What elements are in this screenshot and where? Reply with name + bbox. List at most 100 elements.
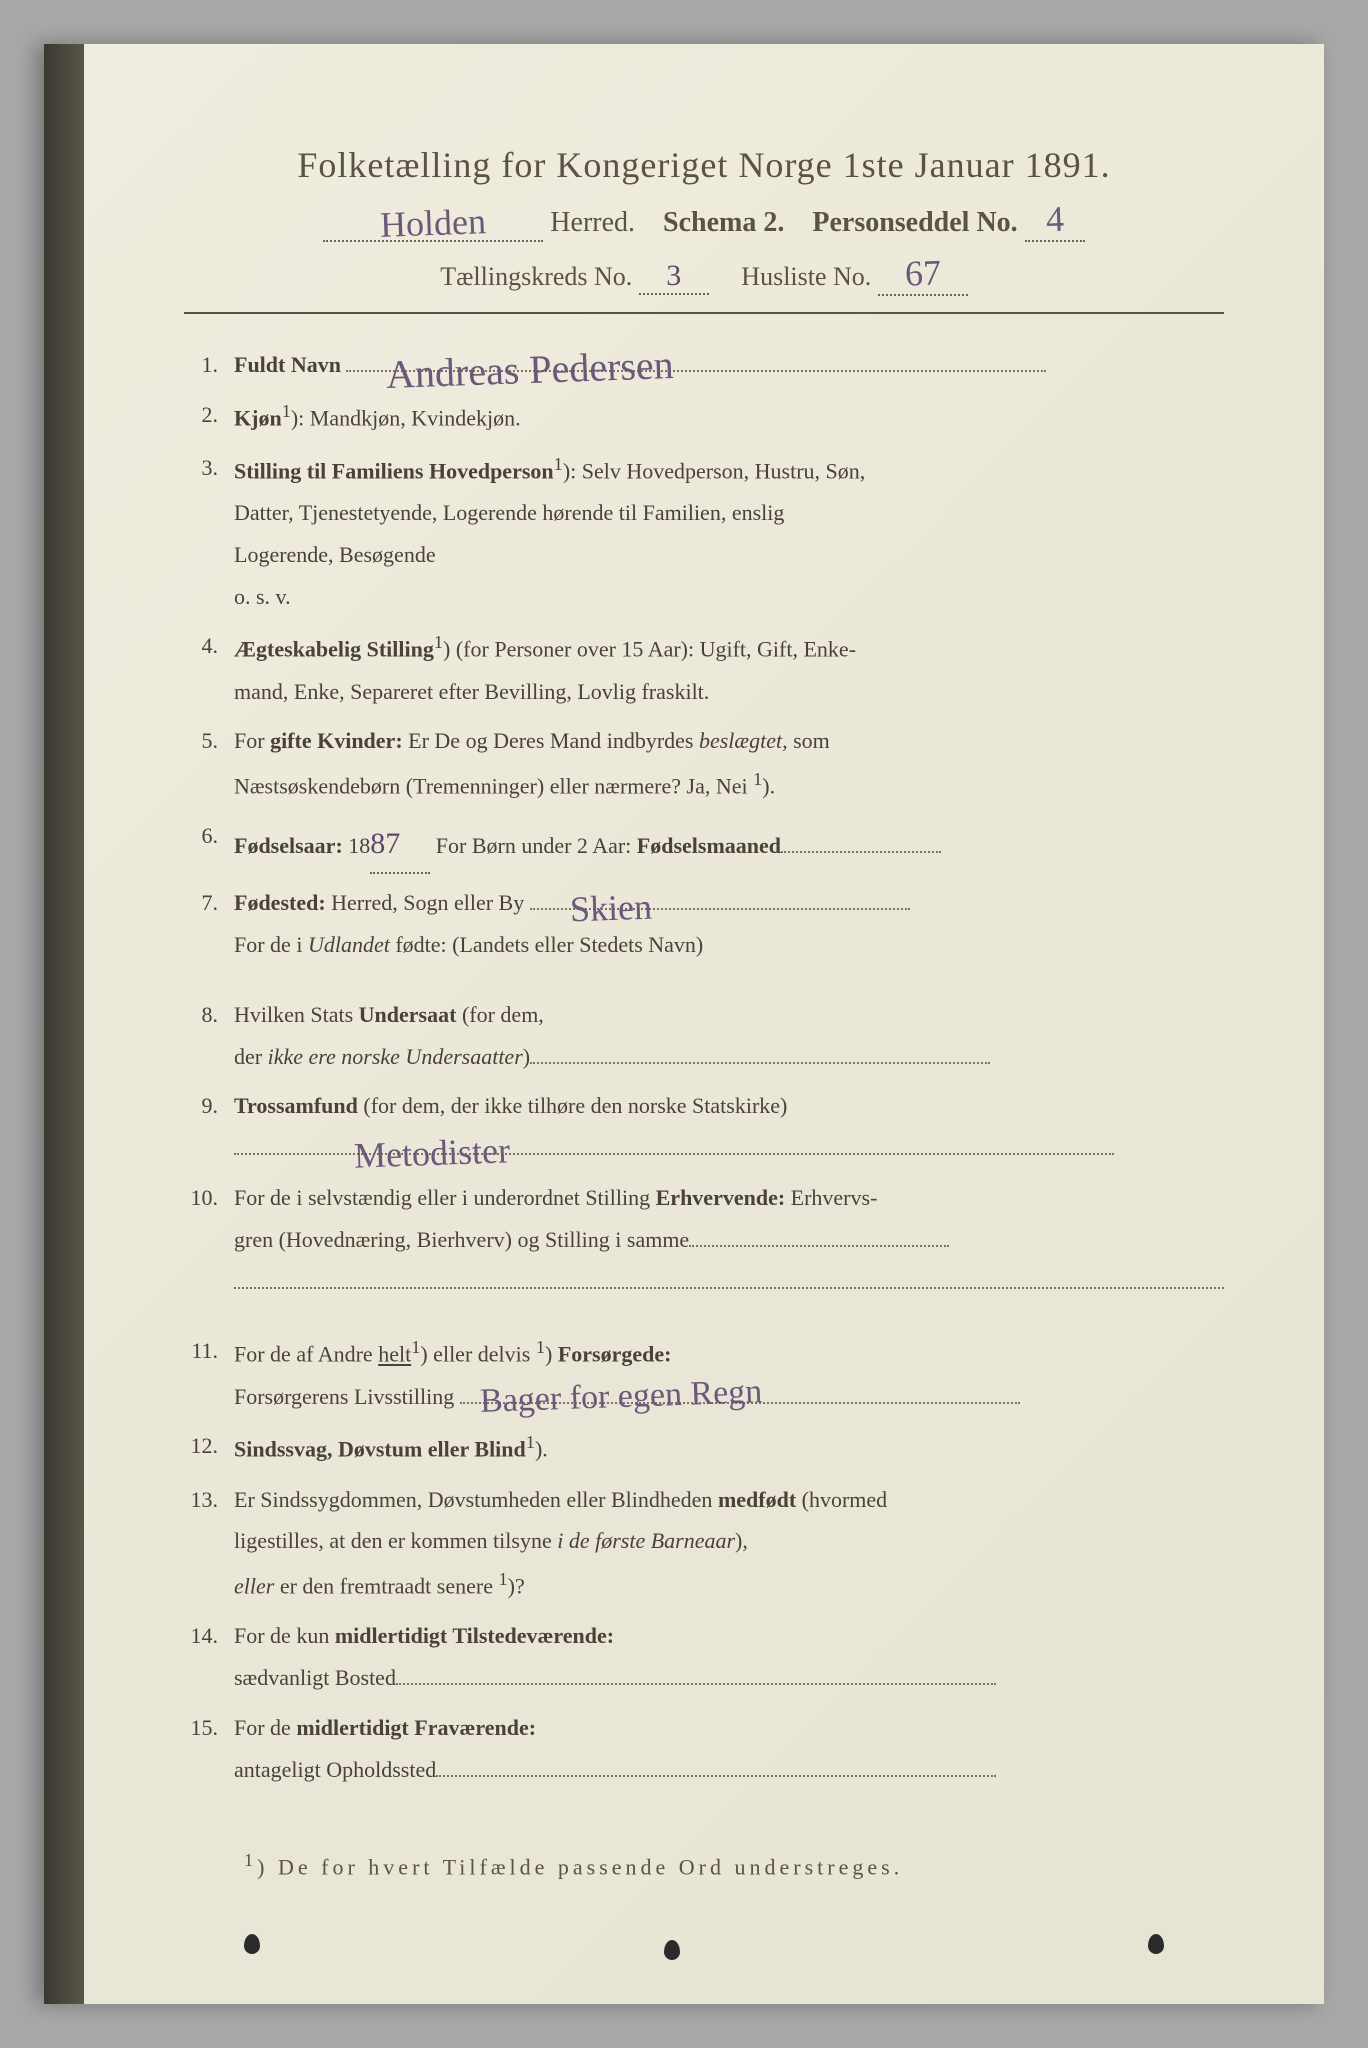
row-14: 14. For de kun midlertidigt Tilstedevære…	[184, 1615, 1224, 1699]
text: der	[234, 1044, 268, 1069]
text: )	[523, 1044, 530, 1069]
label-fodested: Fødested:	[234, 890, 326, 915]
personseddel-label: Personseddel No.	[812, 207, 1017, 238]
text: Erhvervs-	[785, 1185, 877, 1210]
name-handwriting: Andreas Pedersen	[385, 327, 675, 413]
sup: 1	[498, 1569, 507, 1589]
text: o. s. v.	[234, 584, 291, 609]
row-num: 14.	[184, 1615, 234, 1699]
header-divider	[184, 312, 1224, 314]
row-num: 8.	[184, 994, 234, 1078]
row-num: 11.	[184, 1330, 234, 1417]
census-form-page: Folketælling for Kongeriget Norge 1ste J…	[44, 44, 1324, 2004]
label-tilstedevaerende: midlertidigt Tilstedeværende:	[335, 1623, 614, 1648]
kreds-no-handwriting: 3	[666, 259, 681, 293]
label-trossamfund: Trossamfund	[234, 1093, 358, 1118]
row-8: 8. Hvilken Stats Undersaat (for dem, der…	[184, 994, 1224, 1078]
text: (for dem,	[456, 1002, 543, 1027]
row-num: 4.	[184, 625, 234, 712]
row-3: 3. Stilling til Familiens Hovedperson1):…	[184, 447, 1224, 618]
row-1: 1. Fuldt Navn Andreas Pedersen	[184, 344, 1224, 386]
text: Næstsøskendebørn (Tremenninger) eller næ…	[234, 773, 753, 798]
text: Logerende, Besøgende	[234, 542, 436, 567]
row-6: 6. Fødselsaar: 1887 For Børn under 2 Aar…	[184, 815, 1224, 874]
text: ) (for Personer over 15 Aar): Ugift, Gif…	[443, 637, 856, 662]
text: ): Selv Hovedperson, Hustru, Søn,	[563, 458, 865, 483]
text: fødte: (Landets eller Stedets Navn)	[390, 932, 703, 957]
label-stilling: Stilling til Familiens Hovedperson	[234, 458, 554, 483]
text: ).	[762, 773, 775, 798]
row-12: 12. Sindssvag, Døvstum eller Blind1).	[184, 1425, 1224, 1470]
sup: 1	[554, 454, 563, 474]
row-5: 5. For gifte Kvinder: Er De og Deres Man…	[184, 720, 1224, 807]
kreds-label: Tællingskreds No.	[440, 262, 632, 291]
label-sindssvag: Sindssvag, Døvstum eller Blind	[234, 1437, 526, 1462]
row-11: 11. For de af Andre helt1) eller delvis …	[184, 1330, 1224, 1417]
text-italic: i de første Barneaar	[557, 1528, 735, 1553]
row-2: 2. Kjøn1): Mandkjøn, Kvindekjøn.	[184, 394, 1224, 439]
text: ),	[735, 1528, 748, 1553]
row-15: 15. For de midlertidigt Fraværende: anta…	[184, 1707, 1224, 1791]
text: Er Sindssygdommen, Døvstumheden eller Bl…	[234, 1487, 718, 1512]
text: gren (Hovednæring, Bierhverv) og Stillin…	[234, 1227, 689, 1252]
sup: 1	[244, 1850, 257, 1870]
text: ligestilles, at den er kommen tilsyne	[234, 1528, 557, 1553]
text-italic: Udlandet	[308, 932, 390, 957]
herred-label: Herred.	[550, 207, 635, 238]
row-num: 9.	[184, 1085, 234, 1169]
label-fodselsaar: Fødselsaar:	[234, 833, 343, 858]
row-10: 10. For de i selvstændig eller i underor…	[184, 1177, 1224, 1302]
header-line-2: Holden Herred. Schema 2. Personseddel No…	[184, 198, 1224, 242]
text: For de i selvstændig eller i underordnet…	[234, 1185, 656, 1210]
text: som	[788, 728, 830, 753]
text: sædvanligt Bosted	[234, 1665, 396, 1690]
hole-punch-icon	[1148, 1934, 1164, 1954]
text: antageligt Opholdssted	[234, 1757, 436, 1782]
fodested-handwriting: Skien	[569, 872, 653, 943]
text-underlined: helt	[378, 1342, 411, 1367]
text: For de i	[234, 932, 308, 957]
sup: 1	[753, 769, 762, 789]
husliste-label: Husliste No.	[741, 262, 871, 291]
husliste-no-handwriting: 67	[904, 251, 941, 294]
label-navn: Fuldt Navn	[234, 352, 341, 377]
text-italic: eller	[234, 1573, 274, 1598]
text: Er De og Deres Mand indbyrdes	[403, 728, 699, 753]
sup: 1	[434, 632, 443, 652]
text: For	[234, 728, 270, 753]
row-13: 13. Er Sindssygdommen, Døvstumheden elle…	[184, 1479, 1224, 1608]
row-num: 6.	[184, 815, 234, 874]
hole-punch-icon	[664, 1940, 680, 1960]
footnote: 1) De for hvert Tilfælde passende Ord un…	[184, 1850, 1224, 1880]
row-num: 5.	[184, 720, 234, 807]
hole-punch-icon	[244, 1934, 260, 1954]
label-medfodt: medfødt	[718, 1487, 796, 1512]
text: (for dem, der ikke tilhøre den norske St…	[358, 1093, 787, 1118]
row-num: 10.	[184, 1177, 234, 1302]
label-fravaerende: midlertidigt Fraværende:	[296, 1715, 536, 1740]
row-num: 1.	[184, 344, 234, 386]
sup: 1	[536, 1337, 545, 1357]
row-num: 3.	[184, 447, 234, 618]
text: )?	[508, 1573, 525, 1598]
sup: 1	[526, 1432, 535, 1452]
header-line-3: Tællingskreds No. 3 Husliste No. 67	[184, 252, 1224, 296]
text: For Børn under 2 Aar:	[430, 833, 637, 858]
label-undersaat: Undersaat	[359, 1002, 457, 1027]
religion-handwriting: Metodister	[353, 1116, 511, 1190]
label-aegteskab: Ægteskabelig Stilling	[234, 637, 434, 662]
row-num: 2.	[184, 394, 234, 439]
text: Herred, Sogn eller By	[326, 890, 525, 915]
text: (hvormed	[796, 1487, 887, 1512]
text: For de	[234, 1715, 296, 1740]
row-7: 7. Fødested: Herred, Sogn eller By Skien…	[184, 882, 1224, 966]
row-4: 4. Ægteskabelig Stilling1) (for Personer…	[184, 625, 1224, 712]
sup: 1	[282, 401, 291, 421]
text: mand, Enke, Separeret efter Bevilling, L…	[234, 679, 709, 704]
text: Datter, Tjenestetyende, Logerende hørend…	[234, 500, 784, 525]
text: For de kun	[234, 1623, 335, 1648]
text: Hvilken Stats	[234, 1002, 359, 1027]
text-italic: ikke ere norske Undersaatter	[268, 1044, 523, 1069]
row-num: 13.	[184, 1479, 234, 1608]
year-handwriting: 87	[370, 815, 400, 872]
